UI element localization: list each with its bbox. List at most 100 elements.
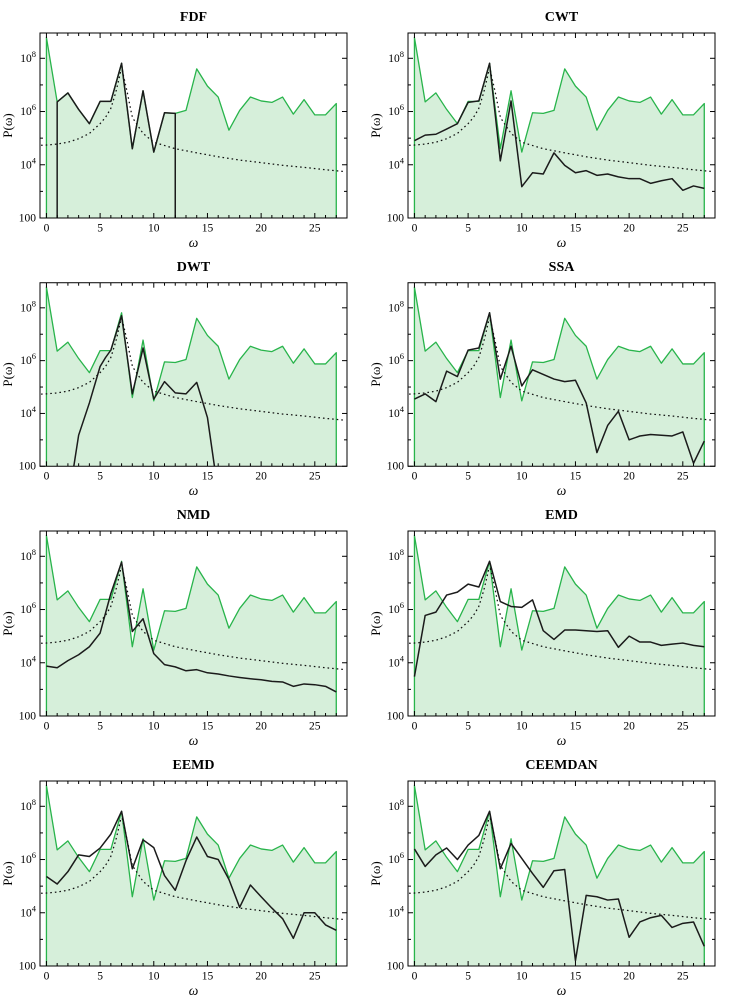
noisy-spectrum-fill (414, 287, 705, 467)
svg-text:10: 10 (516, 223, 528, 235)
x-axis-label: ω (189, 983, 199, 998)
plot-frame (39, 282, 348, 467)
component-spectrum-line (46, 810, 337, 940)
component-spectrum-line (413, 560, 705, 677)
noisy-spectrum-fill (46, 535, 337, 716)
plot-frame (407, 32, 716, 219)
svg-text:104: 104 (388, 155, 405, 171)
noisy-spectrum-line (45, 784, 337, 966)
svg-text:0: 0 (412, 721, 418, 733)
svg-text:104: 104 (20, 903, 37, 919)
svg-text:25: 25 (677, 721, 689, 733)
svg-text:106: 106 (388, 351, 404, 367)
svg-text:20: 20 (255, 721, 267, 733)
svg-text:10: 10 (516, 721, 528, 733)
panel-title: CWT (545, 10, 579, 25)
svg-text:15: 15 (202, 971, 214, 983)
noisy-spectrum-line (45, 534, 337, 716)
svg-text:106: 106 (20, 351, 36, 367)
svg-text:106: 106 (20, 850, 36, 866)
svg-text:20: 20 (623, 471, 635, 483)
svg-text:25: 25 (677, 971, 689, 983)
svg-text:5: 5 (97, 721, 103, 733)
component-spectrum-line (413, 810, 705, 962)
svg-text:100: 100 (387, 461, 405, 473)
chart-canvas-eemd: EEMD 0 5 10 15 20 25 100 104 106 108 ω P(ω) (0, 758, 348, 998)
chart-panel-dwt: DWT 0 5 10 15 20 25 100 104 106 108 ω P(ω) (0, 250, 368, 498)
svg-text:104: 104 (20, 653, 37, 669)
component-spectrum-line (46, 561, 337, 693)
y-axis-label: P(ω) (368, 113, 383, 137)
noisy-spectrum-fill (46, 785, 337, 966)
noisy-spectrum-line (413, 534, 705, 716)
y-axis-label: P(ω) (0, 113, 15, 137)
chart-canvas-dwt: DWT 0 5 10 15 20 25 100 104 106 108 ω P(ω) (0, 260, 348, 498)
panel-title: EMD (545, 508, 578, 523)
svg-text:106: 106 (388, 102, 404, 118)
svg-text:108: 108 (388, 797, 404, 813)
x-axis-label: ω (557, 733, 567, 748)
svg-text:5: 5 (465, 971, 471, 983)
chart-canvas-ssa: SSA 0 5 10 15 20 25 100 104 106 108 ω P(ω) (368, 260, 716, 498)
svg-text:10: 10 (148, 223, 160, 235)
svg-text:104: 104 (20, 155, 37, 171)
y-axis-label: P(ω) (368, 611, 383, 635)
panel-title: EEMD (173, 758, 215, 773)
plot-frame (407, 282, 716, 467)
svg-text:25: 25 (309, 223, 321, 235)
svg-text:5: 5 (465, 721, 471, 733)
svg-text:15: 15 (202, 721, 214, 733)
svg-text:25: 25 (309, 721, 321, 733)
svg-text:5: 5 (97, 223, 103, 235)
y-axis-label: P(ω) (0, 362, 15, 386)
svg-text:20: 20 (623, 971, 635, 983)
svg-text:25: 25 (309, 471, 321, 483)
svg-text:20: 20 (623, 721, 635, 733)
noisy-spectrum-fill (46, 37, 337, 218)
chart-canvas-ceemdan: CEEMDAN 0 5 10 15 20 25 100 104 106 108 ω P(ω) (368, 758, 716, 998)
x-axis-label: ω (557, 983, 567, 998)
svg-text:106: 106 (388, 850, 404, 866)
svg-text:5: 5 (465, 223, 471, 235)
chart-panel-nmd: NMD 0 5 10 15 20 25 100 104 106 108 ω P(ω) (0, 498, 368, 748)
chart-panel-emd: EMD 0 5 10 15 20 25 100 104 106 108 ω P(ω) (368, 498, 736, 748)
svg-text:100: 100 (387, 213, 405, 225)
svg-text:108: 108 (388, 298, 404, 314)
chart-canvas-emd: EMD 0 5 10 15 20 25 100 104 106 108 ω P(ω) (368, 508, 716, 748)
chart-panel-fdf: FDF 0 5 10 15 20 25 100 104 106 108 ω P(ω) (0, 0, 368, 250)
chart-canvas-nmd: NMD 0 5 10 15 20 25 100 104 106 108 ω P(ω) (0, 508, 348, 748)
noisy-spectrum-fill (414, 785, 705, 966)
svg-text:5: 5 (97, 471, 103, 483)
plot-frame (407, 530, 716, 717)
svg-text:100: 100 (19, 961, 37, 973)
svg-text:0: 0 (44, 971, 50, 983)
svg-text:104: 104 (20, 404, 37, 420)
svg-text:10: 10 (148, 971, 160, 983)
svg-text:15: 15 (570, 223, 582, 235)
svg-text:106: 106 (20, 102, 36, 118)
plot-frame (39, 32, 348, 219)
svg-text:10: 10 (148, 471, 160, 483)
plot-frame (407, 780, 716, 967)
svg-text:106: 106 (20, 600, 36, 616)
noisy-spectrum-fill (414, 535, 705, 716)
svg-text:20: 20 (255, 471, 267, 483)
svg-text:108: 108 (388, 547, 404, 563)
svg-text:104: 104 (388, 903, 405, 919)
panel-title: SSA (549, 260, 575, 275)
svg-text:20: 20 (255, 223, 267, 235)
y-axis-label: P(ω) (368, 362, 383, 386)
svg-text:100: 100 (387, 961, 405, 973)
svg-text:0: 0 (412, 971, 418, 983)
component-spectrum-line (414, 62, 705, 192)
chart-panel-ceemdan: CEEMDAN 0 5 10 15 20 25 100 104 106 108 ω P(ω) (368, 748, 736, 998)
svg-text:104: 104 (388, 653, 405, 669)
svg-text:20: 20 (623, 223, 635, 235)
svg-text:0: 0 (44, 223, 50, 235)
noisy-spectrum-line (413, 36, 705, 218)
svg-text:0: 0 (412, 471, 418, 483)
y-axis-label: P(ω) (0, 611, 15, 635)
x-axis-label: ω (189, 483, 199, 498)
x-axis-label: ω (189, 733, 199, 748)
